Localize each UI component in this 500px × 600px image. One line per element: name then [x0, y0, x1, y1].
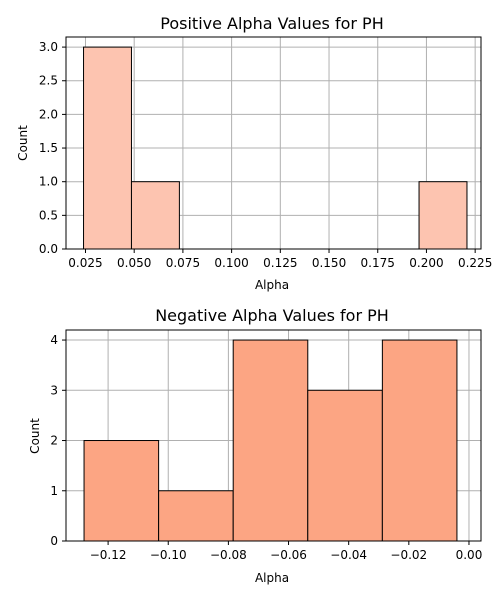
x-tick-label: −0.10 — [150, 548, 187, 562]
x-tick-label: 0.100 — [214, 256, 248, 270]
y-tick-label: 0 — [50, 534, 58, 548]
y-tick-label: 1.0 — [39, 175, 58, 189]
histogram-bar — [232, 339, 309, 542]
y-tick-label: 1 — [50, 484, 58, 498]
x-tick-label: 0.050 — [117, 256, 151, 270]
histogram-bar — [418, 181, 468, 250]
y-tick-label: 4 — [50, 333, 58, 347]
y-axis-label: Count — [16, 125, 30, 161]
x-tick-label: −0.02 — [390, 548, 427, 562]
histogram-bar — [158, 490, 234, 542]
chart-title: Negative Alpha Values for PH — [155, 306, 389, 325]
x-tick-label: −0.12 — [90, 548, 127, 562]
x-axis-label: Alpha — [255, 278, 289, 292]
y-tick-label: 3 — [50, 383, 58, 397]
x-tick-label: −0.04 — [330, 548, 367, 562]
x-tick-label: −0.06 — [270, 548, 307, 562]
x-tick-label: 0.125 — [263, 256, 297, 270]
y-tick-label: 2.0 — [39, 107, 58, 121]
x-tick-label: −0.08 — [210, 548, 247, 562]
histogram-bar — [130, 181, 180, 250]
x-tick-label: 0.150 — [312, 256, 346, 270]
y-axis-label: Count — [28, 418, 42, 454]
y-tick-label: 2.5 — [39, 74, 58, 88]
x-tick-label: 0.200 — [409, 256, 443, 270]
y-tick-label: 3.0 — [39, 40, 58, 54]
x-tick-label: 0.175 — [361, 256, 395, 270]
plot-frame — [65, 36, 482, 250]
x-tick-label: 0.075 — [166, 256, 200, 270]
y-tick-label: 1.5 — [39, 141, 58, 155]
y-tick-label: 2 — [50, 434, 58, 448]
y-tick-label: 0.0 — [39, 242, 58, 256]
histogram-bar — [83, 46, 132, 250]
chart-title: Positive Alpha Values for PH — [160, 14, 383, 33]
x-axis-label: Alpha — [255, 571, 289, 585]
x-tick-label: 0.00 — [456, 548, 483, 562]
positive-alpha-histogram: Positive Alpha Values for PH Alpha Count… — [16, 14, 492, 292]
plot-frame — [65, 329, 482, 542]
histogram-bar — [307, 389, 383, 542]
histogram-bar — [381, 339, 458, 542]
y-tick-label: 0.5 — [39, 208, 58, 222]
histogram-bar — [83, 440, 160, 542]
negative-alpha-histogram: Negative Alpha Values for PH Alpha Count… — [28, 306, 482, 585]
x-tick-label: 0.025 — [68, 256, 102, 270]
x-tick-label: 0.225 — [458, 256, 492, 270]
